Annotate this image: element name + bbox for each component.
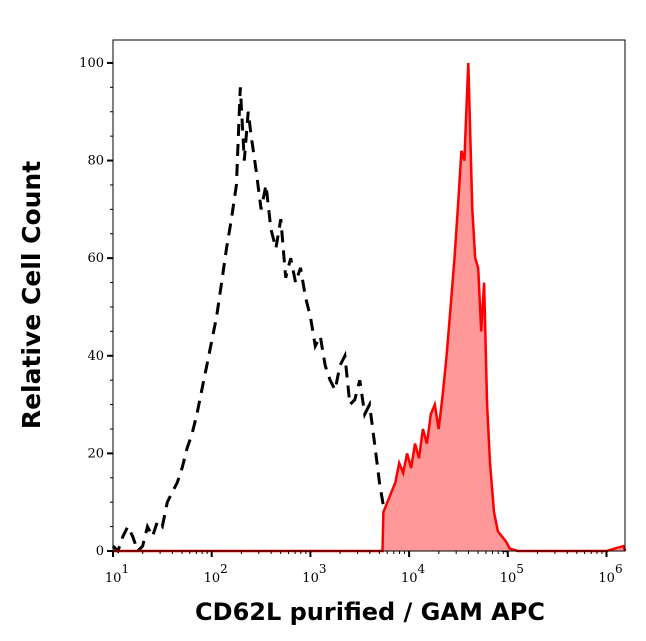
x-tick-base: 10 [105,571,122,586]
y-tick-label: 0 [96,544,104,559]
x-tick-exponent: 5 [516,562,524,576]
x-tick-label: 106 [598,562,622,586]
x-tick-exponent: 6 [615,562,623,576]
x-tick-label: 103 [302,562,326,586]
x-tick-base: 10 [302,571,319,586]
y-tick-label: 100 [79,56,104,71]
x-tick-label: 102 [204,562,228,586]
y-tick-label: 20 [87,446,104,461]
plot-frame [112,39,626,552]
x-tick-base: 10 [500,571,517,586]
x-tick-exponent: 1 [121,562,129,576]
x-tick-exponent: 4 [418,562,426,576]
series-line-cd62l [113,62,627,553]
x-tick-base: 10 [401,571,418,586]
x-tick-exponent: 3 [319,562,327,576]
y-axis-label: Relative Cell Count [17,161,46,429]
x-tick-base: 10 [204,571,221,586]
x-tick-label: 101 [105,562,129,586]
x-tick-label: 104 [401,562,426,586]
series-fill-cd62l [113,62,626,552]
y-tick-label: 40 [87,349,104,364]
y-tick-label: 80 [87,154,104,169]
x-tick-base: 10 [598,571,615,586]
series-line-isotype-control [111,87,508,554]
y-tick-label: 60 [87,251,104,266]
x-tick-exponent: 2 [220,562,228,576]
x-axis-label: CD62L purified / GAM APC [195,598,545,626]
x-tick-label: 105 [500,562,524,586]
